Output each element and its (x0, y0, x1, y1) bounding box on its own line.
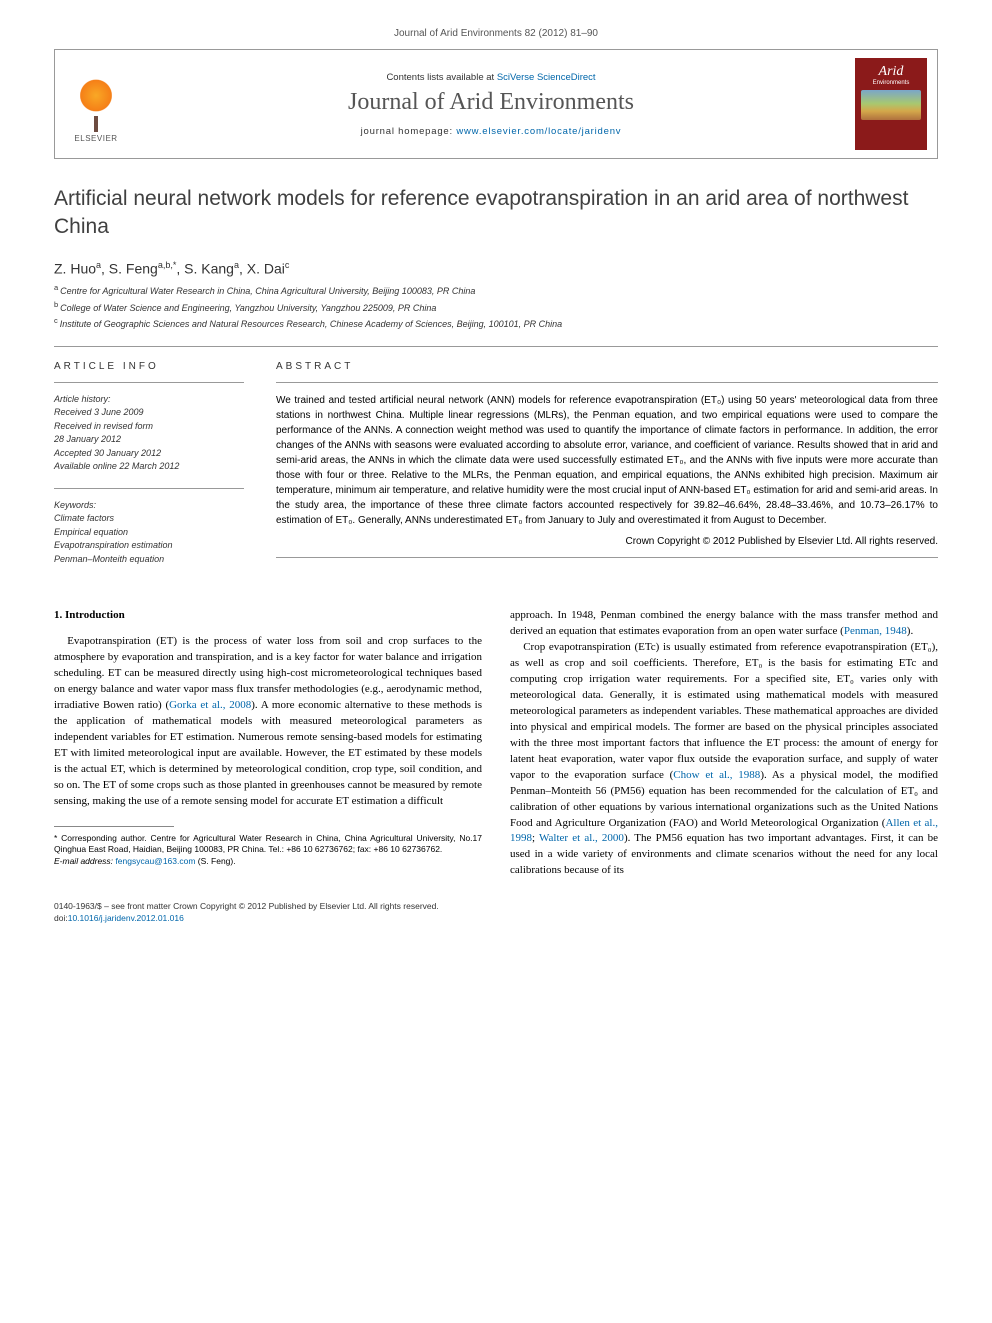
footnotes: * Corresponding author. Centre for Agric… (54, 833, 482, 869)
keyword: Evapotranspiration estimation (54, 539, 244, 553)
contents-line: Contents lists available at SciVerse Sci… (127, 72, 855, 83)
author-aff-sup: c (285, 260, 290, 270)
history-revised-form: Received in revised form (54, 420, 244, 434)
author-aff-sup: a,b, (158, 260, 173, 270)
homepage-line: journal homepage: www.elsevier.com/locat… (127, 126, 855, 137)
homepage-link[interactable]: www.elsevier.com/locate/jaridenv (456, 126, 621, 137)
affiliation-b: bCollege of Water Science and Engineerin… (54, 299, 938, 316)
section-heading: 1. Introduction (54, 608, 482, 624)
cover-map-graphic (861, 90, 921, 120)
front-matter-line: 0140-1963/$ – see front matter Crown Cop… (54, 901, 938, 913)
elsevier-label: ELSEVIER (74, 134, 117, 143)
footnote-separator (54, 826, 174, 827)
keyword: Penman–Monteith equation (54, 553, 244, 567)
affiliation-c: cInstitute of Geographic Sciences and Na… (54, 315, 938, 332)
abstract-column: ABSTRACT We trained and tested artificia… (276, 361, 938, 581)
crown-copyright: Crown Copyright © 2012 Published by Else… (276, 536, 938, 547)
page-footer: 0140-1963/$ – see front matter Crown Cop… (54, 901, 938, 925)
divider (276, 382, 938, 383)
author-aff-sup: a (96, 260, 101, 270)
elsevier-tree-icon (75, 78, 117, 128)
email-label: E-mail address: (54, 856, 113, 866)
journal-banner: ELSEVIER Contents lists available at Sci… (54, 49, 938, 159)
divider (54, 488, 244, 489)
journal-citation: Journal of Arid Environments 82 (2012) 8… (54, 28, 938, 39)
body-paragraph: approach. In 1948, Penman combined the e… (510, 608, 938, 640)
body-column-right: approach. In 1948, Penman combined the e… (510, 608, 938, 879)
affiliation-a: aCentre for Agricultural Water Research … (54, 282, 938, 299)
citation-link[interactable]: Gorka et al., 2008 (169, 699, 251, 711)
keywords-label: Keywords: (54, 499, 244, 513)
info-abstract-row: ARTICLE INFO Article history: Received 3… (54, 347, 938, 581)
abstract-heading: ABSTRACT (276, 361, 938, 372)
doi-link[interactable]: 10.1016/j.jaridenv.2012.01.016 (68, 913, 184, 923)
divider (54, 382, 244, 383)
keyword: Empirical equation (54, 526, 244, 540)
homepage-prefix: journal homepage: (361, 126, 457, 137)
contents-prefix: Contents lists available at (386, 72, 496, 83)
body-columns: 1. Introduction Evapotranspiration (ET) … (54, 608, 938, 879)
journal-title: Journal of Arid Environments (127, 89, 855, 116)
cover-subtitle: Environments (873, 80, 910, 86)
history-revised-date: 28 January 2012 (54, 433, 244, 447)
email-footnote: E-mail address: fengsycau@163.com (S. Fe… (54, 856, 482, 868)
author-list: Z. Huoa, S. Fenga,b,*, S. Kanga, X. Daic (54, 260, 938, 277)
history-label: Article history: (54, 393, 244, 407)
corresponding-star: * (173, 260, 177, 270)
history-received: Received 3 June 2009 (54, 406, 244, 420)
keyword: Climate factors (54, 512, 244, 526)
article-info-heading: ARTICLE INFO (54, 361, 244, 372)
abstract-text: We trained and tested artificial neural … (276, 393, 938, 528)
body-paragraph: Evapotranspiration (ET) is the process o… (54, 634, 482, 809)
journal-cover-thumbnail: Arid Environments (855, 58, 927, 150)
email-who: (S. Feng). (198, 856, 236, 866)
banner-center: Contents lists available at SciVerse Sci… (127, 72, 855, 137)
article-history: Article history: Received 3 June 2009 Re… (54, 393, 244, 474)
citation-link[interactable]: Chow et al., 1988 (673, 769, 760, 781)
article-title: Artificial neural network models for ref… (54, 185, 938, 242)
doi-label: doi: (54, 913, 68, 923)
citation-link[interactable]: Penman, 1948 (844, 625, 907, 637)
article-info-column: ARTICLE INFO Article history: Received 3… (54, 361, 244, 581)
corresponding-footnote: * Corresponding author. Centre for Agric… (54, 833, 482, 857)
cover-title: Arid (879, 64, 904, 80)
citation-link[interactable]: Walter et al., 2000 (539, 832, 624, 844)
body-paragraph: Crop evapotranspiration (ETc) is usually… (510, 640, 938, 879)
body-column-left: 1. Introduction Evapotranspiration (ET) … (54, 608, 482, 879)
doi-line: doi:10.1016/j.jaridenv.2012.01.016 (54, 913, 938, 925)
author-aff-sup: a (234, 260, 239, 270)
elsevier-logo-block: ELSEVIER (65, 65, 127, 143)
history-accepted: Accepted 30 January 2012 (54, 447, 244, 461)
sciencedirect-link[interactable]: SciVerse ScienceDirect (497, 72, 596, 83)
history-online: Available online 22 March 2012 (54, 460, 244, 474)
keywords-block: Keywords: Climate factors Empirical equa… (54, 499, 244, 567)
divider (276, 557, 938, 558)
email-link[interactable]: fengsycau@163.com (115, 856, 195, 866)
affiliations: aCentre for Agricultural Water Research … (54, 282, 938, 332)
